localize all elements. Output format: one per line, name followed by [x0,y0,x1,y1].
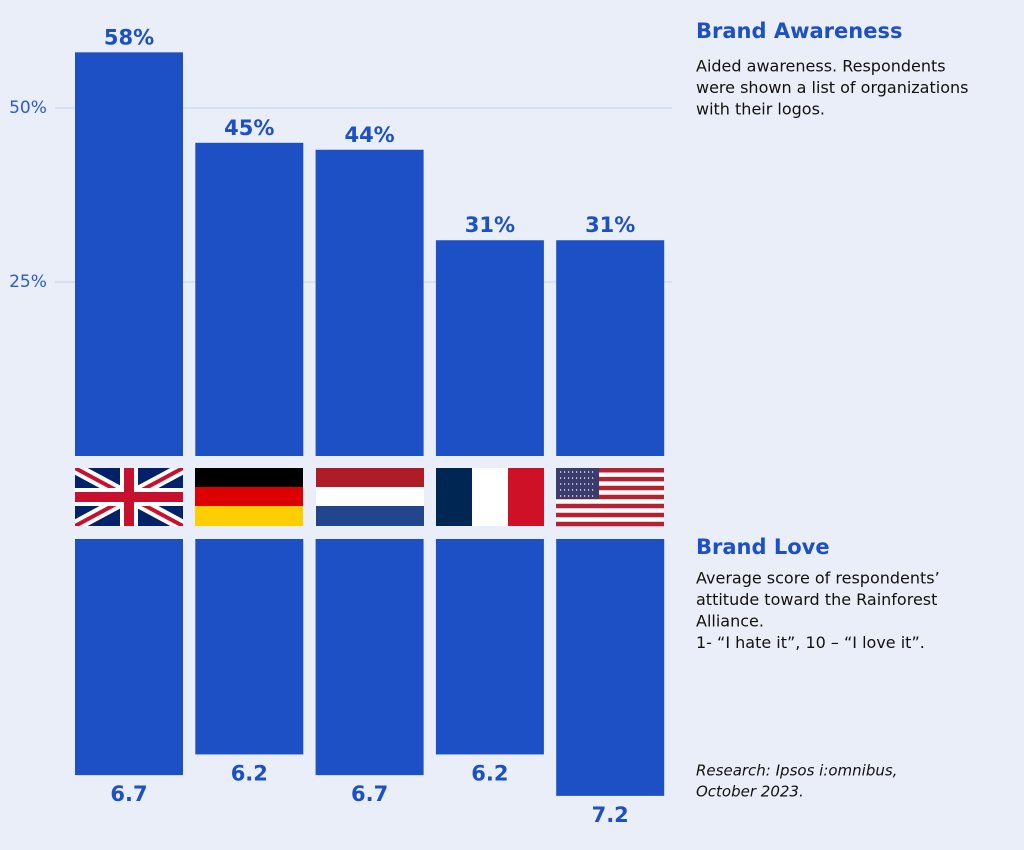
value-label: 45% [224,116,274,140]
flag-fr [436,468,544,526]
bar [556,240,665,456]
chart-title: Brand Love [696,535,830,559]
flags [75,467,664,527]
value-label: 31% [465,213,515,237]
bar [435,539,544,755]
value-label: 6.7 [351,782,388,806]
bar [195,142,304,457]
bar [556,539,665,796]
bar [315,539,424,776]
y-tick-label: 50% [9,98,47,118]
chart-title: Brand Awareness [696,19,902,43]
flag-de [195,468,303,526]
bar [75,539,183,776]
annotation: Research: Ipsos i:omnibus, [696,762,897,780]
flag-uk [75,468,183,526]
chart-subtitle: attitude toward the Rainforest [696,590,937,609]
value-label: 6.2 [231,761,268,785]
value-label: 7.2 [592,803,629,827]
flag-nl [316,468,424,526]
annotation: October 2023. [696,783,804,801]
bar [75,52,183,456]
bar [195,539,304,755]
value-label: 6.2 [471,761,508,785]
flag-us [556,467,664,527]
chart-subtitle: Aided awareness. Respondents [696,57,946,76]
bar [435,240,544,456]
chart-subtitle: were shown a list of organizations [696,78,968,97]
chart-subtitle: Average score of respondents’ [696,569,940,588]
value-label: 31% [585,213,635,237]
y-tick-label: 25% [9,272,47,292]
value-label: 6.7 [110,782,147,806]
chart-subtitle: 1- “I hate it”, 10 – “I love it”. [696,633,925,652]
value-label: 44% [344,123,394,147]
chart-subtitle: with their logos. [696,100,825,119]
value-label: 58% [104,25,154,49]
bar [315,149,424,456]
chart-subtitle: Alliance. [696,612,764,631]
